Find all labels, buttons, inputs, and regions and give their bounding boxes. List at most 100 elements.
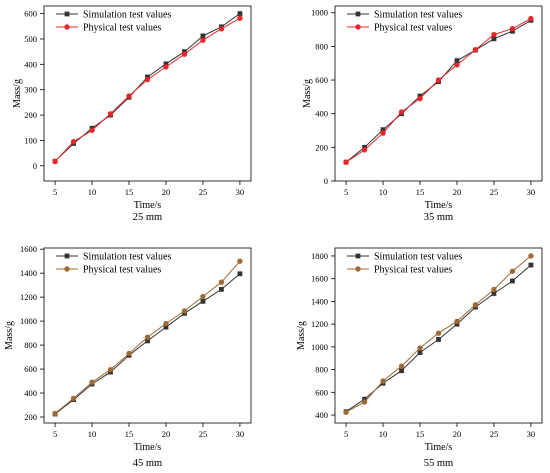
data-point-simulation — [510, 278, 515, 284]
x-tick-label: 15 — [416, 429, 425, 439]
legend-label: Physical test values — [374, 23, 452, 34]
plot-frame — [334, 247, 543, 424]
data-point-physical — [52, 158, 58, 165]
data-point-physical — [89, 127, 95, 133]
plot-frame — [43, 5, 252, 182]
data-point-physical — [70, 138, 77, 145]
legend-label: Simulation test values — [83, 10, 171, 21]
data-point-simulation — [380, 127, 386, 133]
y-tick-label: 1800 — [311, 251, 328, 261]
data-point-simulation — [491, 36, 497, 42]
x-tick-label: 20 — [453, 429, 462, 439]
y-tick-label: 400 — [315, 410, 328, 420]
series-line-simulation — [54, 13, 241, 162]
data-point-simulation — [454, 58, 460, 64]
data-point-simulation — [436, 337, 441, 342]
y-tick-label: 1400 — [311, 296, 328, 306]
chart-panel-1: 5 10 15 20 25 300100200300400500600Time/sMass… — [12, 5, 252, 223]
data-point-physical — [343, 159, 349, 165]
x-tick-label: 15 — [125, 429, 134, 439]
data-point-simulation — [200, 298, 206, 304]
x-tick-label: 20 — [162, 429, 171, 439]
legend-marker-circle — [355, 24, 361, 30]
x-tick-label: 30 — [236, 187, 245, 197]
panel-caption: 45 mm — [133, 458, 162, 469]
y-tick-label: 1200 — [311, 319, 328, 329]
x-tick-label: 30 — [236, 429, 245, 439]
y-tick-label: 200 — [315, 142, 328, 152]
legend-label: Simulation test values — [83, 252, 171, 263]
data-point-simulation — [417, 350, 423, 355]
data-point-physical — [52, 410, 58, 417]
chart-panel-4: 5 10 15 20 25 30 400 600 800 1000 1200 1400 1600 1800… — [296, 247, 543, 469]
data-point-simulation — [145, 338, 150, 344]
y-tick-label: 1400 — [20, 268, 37, 278]
data-point-physical — [70, 395, 77, 402]
data-point-physical — [417, 345, 423, 351]
plot-frame — [334, 5, 543, 182]
series-line-simulation — [54, 273, 241, 415]
data-point-physical — [472, 47, 479, 53]
data-point-physical — [491, 286, 497, 293]
data-point-simulation — [454, 321, 460, 327]
data-point-physical — [509, 26, 516, 32]
chart-panel-3: 5 10 15 20 25 30 200 400 600 800 1000 1200 1400 1600 T… — [4, 244, 252, 469]
y-tick-label: 100 — [24, 135, 37, 145]
data-point-physical — [218, 279, 225, 285]
data-point-physical — [89, 379, 95, 385]
data-point-physical — [200, 37, 206, 43]
y-tick-label: 300 — [24, 85, 37, 95]
legend-marker-circle — [64, 266, 70, 272]
data-point-physical — [380, 130, 386, 136]
y-tick-label: 600 — [315, 75, 328, 85]
x-tick-label: 25 — [199, 429, 208, 439]
x-tick-label: 25 — [490, 429, 499, 439]
y-tick-label: 1000 — [20, 316, 37, 326]
data-point-physical — [126, 93, 132, 99]
series-line-physical — [54, 17, 241, 162]
y-axis-label: Mass/g — [12, 79, 23, 108]
y-tick-label: 0 — [324, 176, 328, 186]
data-point-simulation — [528, 262, 534, 268]
y-tick-label: 1200 — [20, 292, 37, 302]
x-axis-label: Time/s — [134, 200, 162, 211]
panel-caption: 55 mm — [424, 458, 453, 469]
data-point-simulation — [163, 61, 169, 67]
data-point-simulation — [163, 324, 169, 330]
data-point-physical — [200, 293, 206, 300]
data-point-physical — [361, 147, 368, 153]
data-point-physical — [361, 399, 368, 405]
x-tick-label: 20 — [453, 187, 462, 197]
panel-caption: 35 mm — [424, 212, 453, 223]
data-point-simulation — [362, 396, 367, 402]
data-point-physical — [380, 378, 386, 384]
legend-marker-circle — [64, 24, 70, 30]
x-tick-label: 15 — [125, 187, 134, 197]
data-point-physical — [435, 77, 442, 83]
y-tick-label: 600 — [24, 364, 37, 374]
x-tick-label: 5 — [53, 429, 57, 439]
data-point-simulation — [200, 33, 206, 39]
y-axis-label: Mass/g — [4, 321, 15, 350]
legend-label: Simulation test values — [374, 10, 462, 21]
data-point-physical — [237, 258, 243, 264]
series-line-physical — [345, 18, 532, 163]
data-point-physical — [218, 26, 225, 32]
x-tick-label: 10 — [88, 429, 97, 439]
x-tick-label: 30 — [527, 187, 536, 197]
x-tick-label: 10 — [379, 429, 388, 439]
x-tick-label: 10 — [379, 187, 388, 197]
legend-marker-square — [64, 253, 70, 259]
data-point-simulation — [237, 271, 243, 277]
x-tick-label: 20 — [162, 187, 171, 197]
y-tick-label: 800 — [24, 340, 37, 350]
data-point-physical — [435, 330, 442, 336]
x-axis-label: Time/s — [425, 200, 453, 211]
x-tick-label: 10 — [88, 187, 97, 197]
legend-marker-square — [355, 11, 361, 17]
data-point-physical — [472, 302, 479, 308]
x-axis-label: Time/s — [134, 442, 162, 453]
y-axis-label: Mass/g — [302, 79, 313, 108]
data-point-physical — [398, 109, 405, 115]
data-point-simulation — [399, 368, 404, 374]
